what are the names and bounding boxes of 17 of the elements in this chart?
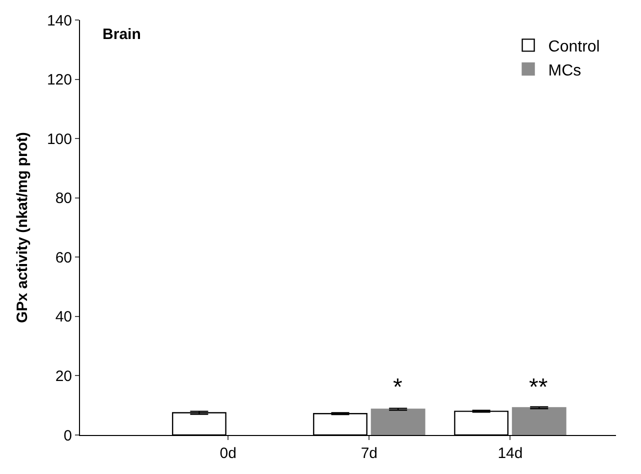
y-tick-label: 120 — [46, 72, 72, 89]
chart-title: Brain — [102, 26, 141, 43]
y-tick-label: 0 — [64, 427, 72, 444]
y-tick-label: 100 — [46, 130, 72, 148]
legend-label: Control — [548, 38, 600, 56]
y-axis-title: GPx activity (nkat/mg prot) — [14, 132, 32, 323]
y-tick-label: 20 — [55, 368, 72, 385]
x-tick-label: 14d — [498, 445, 523, 462]
legend-label: MCs — [548, 62, 582, 80]
annotation: * — [393, 374, 402, 401]
y-tick-label: 40 — [55, 308, 72, 326]
annotation: ** — [529, 374, 548, 401]
x-tick-label: 7d — [360, 445, 378, 462]
y-tick-label: 80 — [55, 190, 72, 208]
x-tick-label: 0d — [220, 445, 236, 462]
y-tick-label: 60 — [55, 249, 72, 266]
y-tick-label: 140 — [46, 12, 72, 30]
